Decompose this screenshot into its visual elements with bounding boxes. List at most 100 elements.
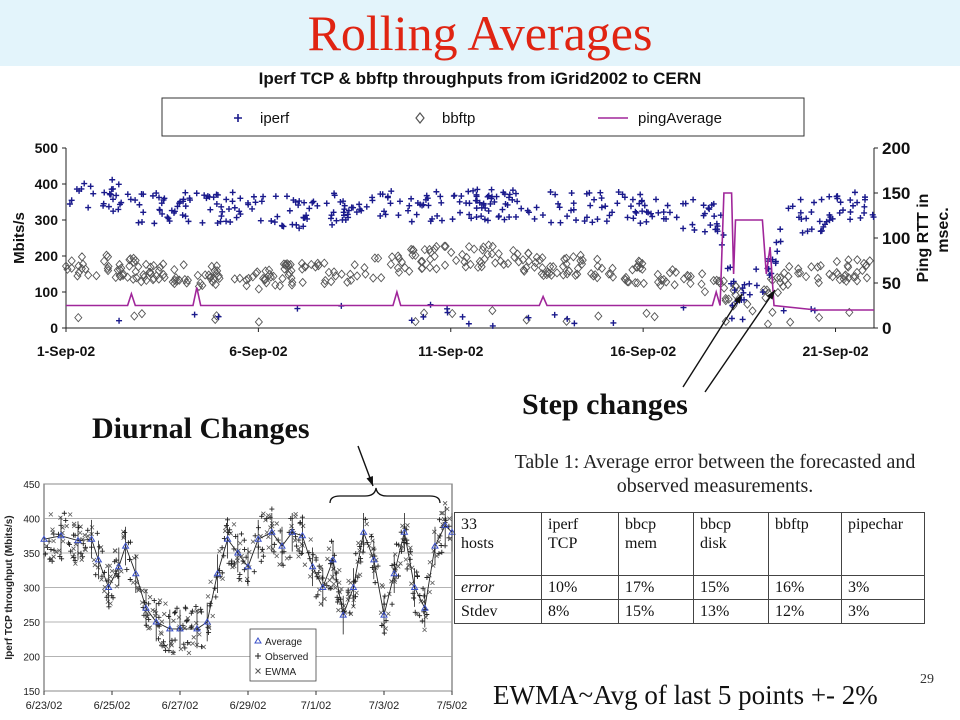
y-axis-label: Iperf TCP throughput (Mbits/s) [4,515,15,659]
average-point [267,528,276,535]
iperf-point [218,213,225,220]
bbftp-point [853,255,862,265]
bbftp-point [327,276,336,287]
bbftp-point [139,269,148,280]
bbftp-point [77,252,87,262]
iperf-point [419,202,426,209]
bbftp-point [700,287,710,297]
bbftp-point [545,268,554,278]
observed-point [188,610,194,616]
iperf-point [474,186,481,193]
ewma-point [440,522,445,527]
iperf-point [857,214,864,221]
bbftp-point [656,280,665,290]
ewma-point [210,613,216,619]
average-point [233,549,242,556]
bbftp-point [170,264,179,275]
bbftp-point [63,264,72,274]
bbftp-series [61,240,874,329]
iperf-point [356,206,363,213]
bbftp-point [260,274,269,284]
ewma-point [105,599,111,605]
observed-point [419,618,425,624]
ewma-point [197,609,202,614]
observed-point [407,556,413,562]
iperf-point [140,209,147,216]
observed-point [372,580,378,586]
iperf-point [199,219,206,226]
iperf-point [257,217,264,224]
bbftp-point [509,245,518,256]
observed-point [236,575,242,581]
iperf-point [333,217,340,224]
iperf-point [306,205,313,212]
bbftp-point [432,241,441,252]
iperf-point [837,199,844,206]
iperf-point [539,212,546,219]
bbftp-point [448,308,457,319]
y-tick-label: 150 [23,687,40,698]
bbftp-point [862,273,872,283]
average-point [448,528,456,535]
iperf-point [594,216,601,223]
iperf-point [405,207,412,214]
legend-label-pingaverage: pingAverage [638,110,722,127]
bbftp-point [538,263,547,273]
ewma-point [82,546,88,552]
observed-point [310,552,316,558]
ewma-point [266,513,271,518]
bbftp-point [346,269,355,280]
observed-point [99,573,105,579]
bbftp-point [425,244,434,255]
legend-box [249,628,317,682]
ewma-point [405,523,410,528]
observed-point [185,640,191,646]
iperf-point [233,214,240,221]
iperf-point [382,211,389,218]
iperf-point [180,196,187,203]
iperf-point [533,204,540,211]
iperf-point [110,208,117,215]
bbftp-point [638,264,647,274]
iperf-point [466,200,473,207]
bbftp-point [377,272,386,283]
bbftp-point [715,278,724,288]
bbftp-point [432,264,441,274]
ewma-point [379,582,385,588]
ewma-point [60,538,66,544]
bbftp-point [642,308,651,318]
bbftp-point [168,277,177,287]
title-bar [0,0,960,66]
bbftp-point [386,259,395,270]
bbftp-point [159,269,168,280]
ewma-point [208,579,213,585]
iperf-point [797,196,804,203]
observed-point [169,637,175,643]
bbftp-point [538,253,547,263]
iperf-point [379,191,386,198]
bbftp-point [576,250,585,261]
iperf-point [512,190,519,197]
average-point [254,535,263,542]
iperf-point [836,209,843,216]
ewma-point [163,601,168,606]
bbftp-point [407,244,416,255]
bbftp-point [447,247,456,258]
ewma-point [299,541,305,547]
ewma-point [79,557,85,562]
bbftp-point [851,271,860,282]
bbftp-point [254,317,263,327]
iperf-point [712,226,719,233]
observed-point [146,617,152,623]
table-row: error 10% 17% 15% 16% 3% [454,575,925,600]
bbftp-point [638,258,647,269]
iperf-point [666,209,673,216]
ewma-point [403,557,409,562]
average-point [298,531,307,539]
iperf-point [589,219,596,226]
observed-point [68,548,74,554]
observed-point [417,613,423,619]
bbftp-point [343,277,352,287]
bbftp-point [859,258,869,269]
iperf-point [249,205,256,212]
